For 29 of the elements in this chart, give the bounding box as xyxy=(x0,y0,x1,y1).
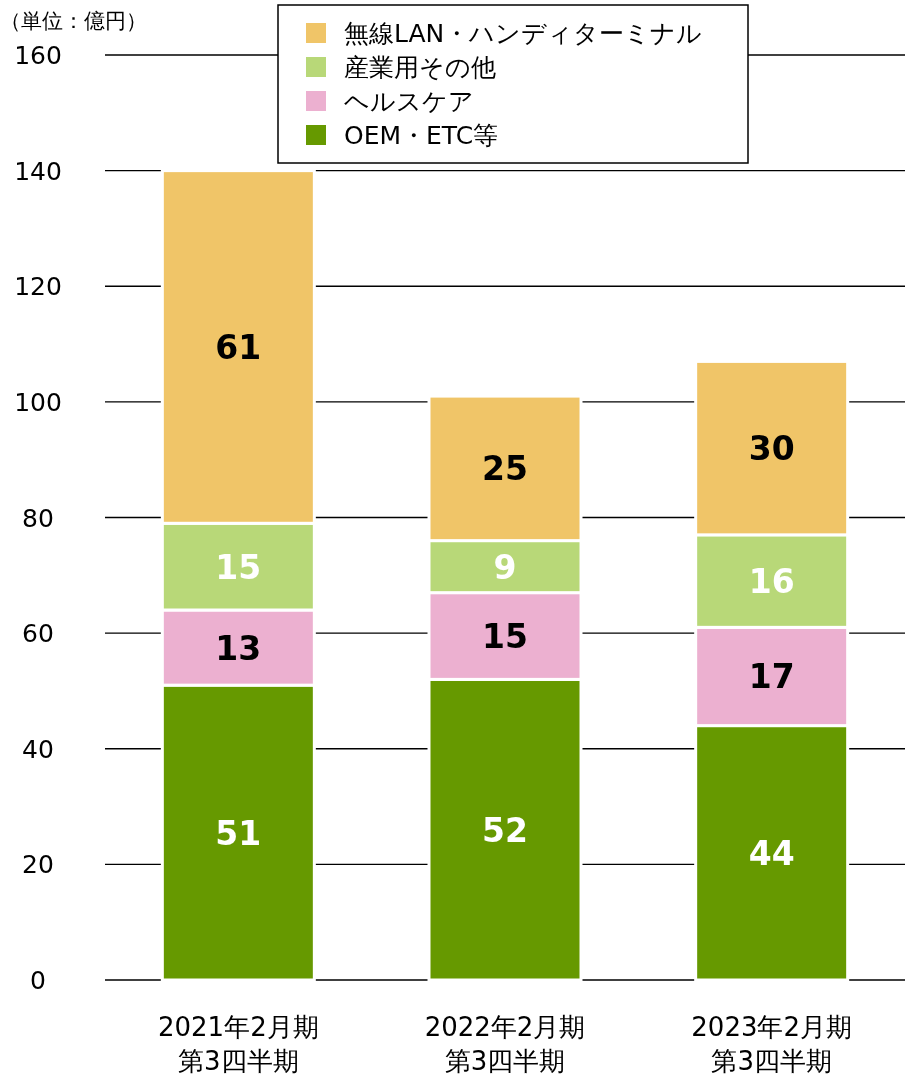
data-label: 9 xyxy=(493,547,517,587)
data-label: 51 xyxy=(215,813,262,853)
y-axis-title: （単位：億円） xyxy=(0,9,147,33)
legend-label: 産業用その他 xyxy=(344,53,496,82)
data-label: 25 xyxy=(482,449,528,489)
legend-label: ヘルスケア xyxy=(344,87,474,116)
y-tick-label: 100 xyxy=(14,387,62,417)
data-label: 17 xyxy=(748,657,795,697)
legend-label: 無線LAN・ハンディターミナル xyxy=(344,19,703,48)
x-tick-label: 2022年2月期第3四半期 xyxy=(423,1011,587,1078)
y-tick-label: 160 xyxy=(14,41,62,70)
y-tick-label: 80 xyxy=(22,503,54,533)
data-label: 61 xyxy=(215,327,262,367)
y-tick-label: 20 xyxy=(22,850,54,880)
y-tick-label: 120 xyxy=(14,272,62,302)
x-tick-label: 2021年2月期第3四半期 xyxy=(156,1011,320,1078)
data-label: 16 xyxy=(748,562,795,602)
x-tick-label: 2023年2月期第3四半期 xyxy=(690,1011,853,1078)
data-label: 44 xyxy=(748,833,795,873)
data-label: 15 xyxy=(482,617,528,657)
data-label: 15 xyxy=(215,547,262,587)
y-tick-label: 60 xyxy=(22,619,54,649)
y-tick-label: 40 xyxy=(22,734,54,764)
data-label: 13 xyxy=(215,628,262,668)
y-tick-label: 140 xyxy=(14,156,62,186)
data-label: 30 xyxy=(748,429,795,469)
y-tick-label: 0 xyxy=(30,966,46,995)
legend-label: OEM・ETC等 xyxy=(344,121,499,150)
data-label: 52 xyxy=(482,810,528,850)
